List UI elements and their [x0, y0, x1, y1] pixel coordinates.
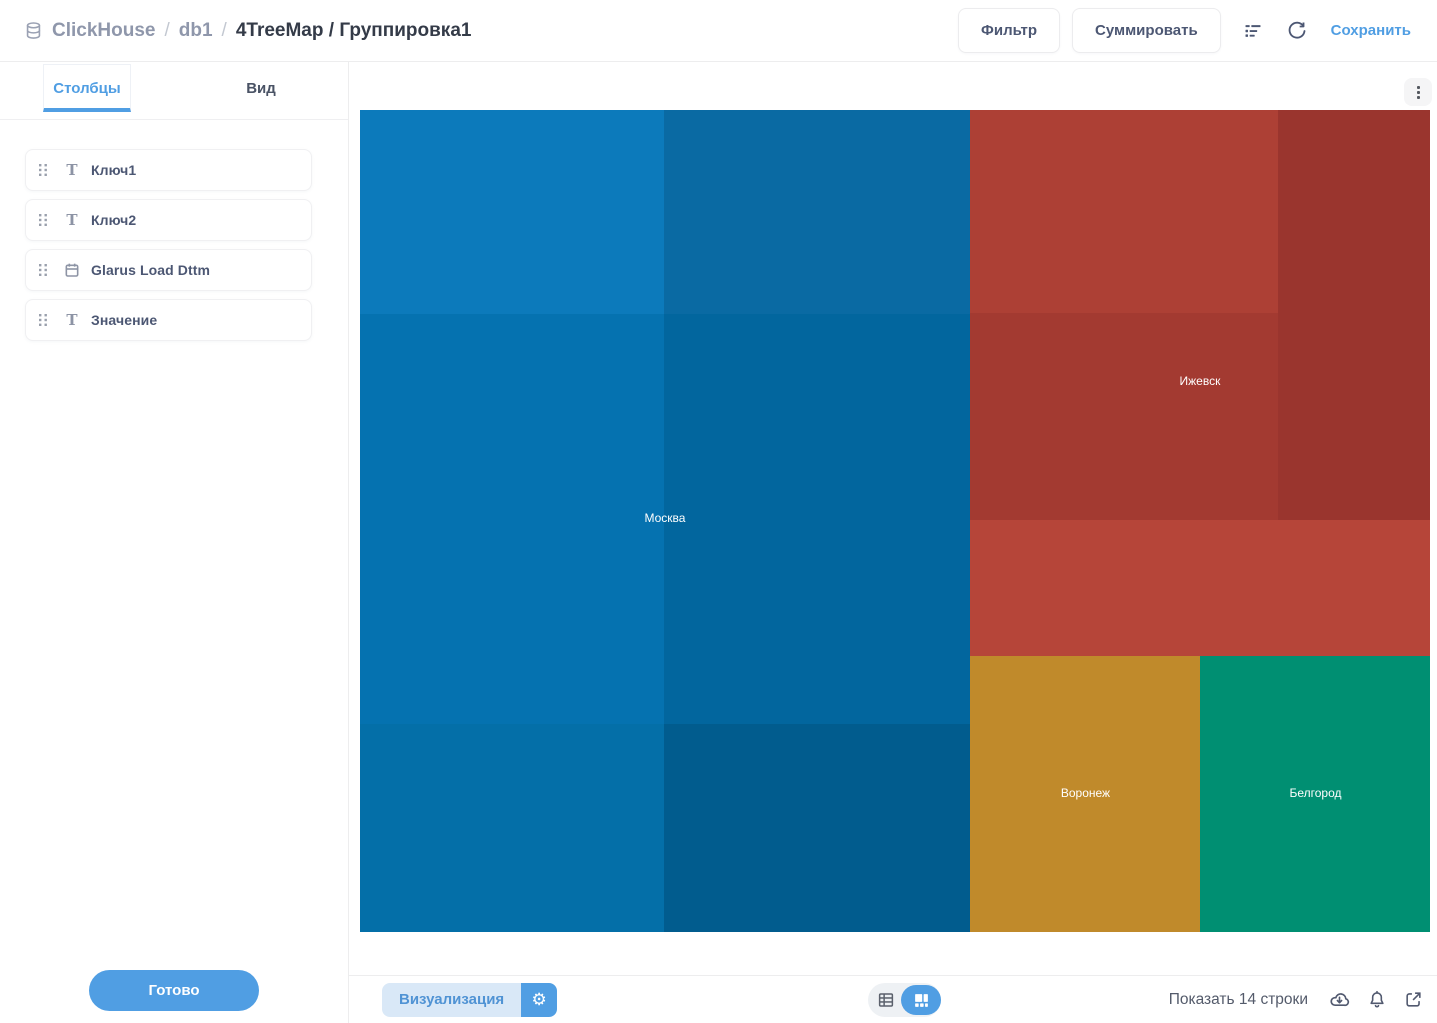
drag-handle-icon[interactable] [37, 212, 49, 228]
drag-handle-icon[interactable] [37, 312, 49, 328]
summarize-button[interactable]: Суммировать [1072, 8, 1221, 53]
visualization-button[interactable]: Визуализация [382, 982, 522, 1017]
tab-view[interactable]: Вид [174, 62, 348, 119]
bell-icon[interactable] [1367, 990, 1387, 1010]
treemap-cell[interactable] [663, 314, 970, 725]
breadcrumb-separator: / [164, 19, 170, 41]
breadcrumb-database[interactable]: ClickHouse [52, 19, 156, 41]
field-card-kluch2[interactable]: T Ключ2 [25, 199, 312, 241]
download-results-icon[interactable] [1329, 989, 1350, 1010]
gear-icon: ⚙ [531, 990, 547, 1009]
sidebar-tabs: Столбцы Вид [0, 62, 348, 120]
sidebar: Столбцы Вид T Ключ1 [0, 62, 349, 1023]
field-label: Ключ1 [91, 162, 137, 178]
filter-button[interactable]: Фильтр [958, 8, 1061, 53]
notebook-editor-icon[interactable] [1241, 19, 1265, 43]
treemap-cell[interactable] [970, 110, 1278, 314]
string-type-icon: T [66, 210, 78, 229]
field-card-glarus-load-dttm[interactable]: Glarus Load Dttm [25, 249, 312, 291]
save-button[interactable]: Сохранить [1330, 22, 1411, 39]
page-title: 4TreeMap / Группировка1 [235, 19, 472, 41]
treemap-cell[interactable] [663, 724, 970, 932]
breadcrumb-schema[interactable]: db1 [178, 19, 213, 41]
drag-handle-icon[interactable] [37, 162, 49, 178]
breadcrumb: ClickHouse / db1 / 4TreeMap / Группировк… [24, 20, 471, 42]
chart-view-icon[interactable] [901, 985, 941, 1015]
string-type-icon: T [66, 310, 78, 329]
field-label: Значение [91, 312, 158, 328]
visualization-settings-button[interactable]: ⚙ [521, 982, 558, 1017]
breadcrumb-separator: / [221, 19, 227, 41]
treemap-cell[interactable] [970, 655, 1201, 932]
field-card-kluch1[interactable]: T Ключ1 [25, 149, 312, 191]
row-count-label[interactable]: Показать 14 строки [1168, 990, 1308, 1008]
treemap-cell[interactable] [970, 313, 1278, 520]
treemap-cell[interactable] [1200, 655, 1430, 932]
visualization-controls: Визуализация ⚙ [382, 982, 558, 1017]
tab-columns[interactable]: Столбцы [0, 62, 174, 119]
drag-handle-icon[interactable] [37, 262, 49, 278]
table-visualization-toggle [868, 983, 941, 1017]
field-label: Glarus Load Dttm [91, 262, 211, 278]
field-list: T Ключ1 T Ключ2 [0, 120, 348, 349]
footer-right: Показать 14 строки [1169, 989, 1423, 1010]
main-area: Москва Ижевск Воронеж Белгород Визуализация… [349, 62, 1437, 1023]
refresh-icon[interactable] [1285, 19, 1309, 43]
tab-view-label: Вид [246, 80, 276, 97]
field-card-znachenie[interactable]: T Значение [25, 299, 312, 341]
header: ClickHouse / db1 / 4TreeMap / Группировк… [0, 0, 1437, 62]
chart-menu-kebab-icon[interactable] [1404, 78, 1432, 106]
treemap-cell[interactable] [360, 314, 664, 725]
calendar-icon [62, 262, 82, 278]
tab-columns-label: Столбцы [43, 64, 131, 112]
string-type-icon: T [66, 160, 78, 179]
database-icon [24, 21, 43, 40]
external-link-icon[interactable] [1404, 990, 1423, 1009]
treemap-cell[interactable] [663, 110, 970, 315]
header-actions: Фильтр Суммировать Сохранить [958, 8, 1411, 53]
treemap-cell[interactable] [970, 520, 1430, 656]
table-view-icon[interactable] [877, 991, 895, 1009]
treemap-chart: Москва Ижевск Воронеж Белгород [360, 110, 1430, 932]
done-button[interactable]: Готово [89, 970, 259, 1011]
field-label: Ключ2 [91, 212, 137, 228]
treemap-cell[interactable] [1277, 110, 1430, 520]
treemap-cell[interactable] [360, 724, 664, 932]
treemap-cell[interactable] [360, 110, 664, 315]
footer-bar: Визуализация ⚙ [349, 975, 1437, 1023]
